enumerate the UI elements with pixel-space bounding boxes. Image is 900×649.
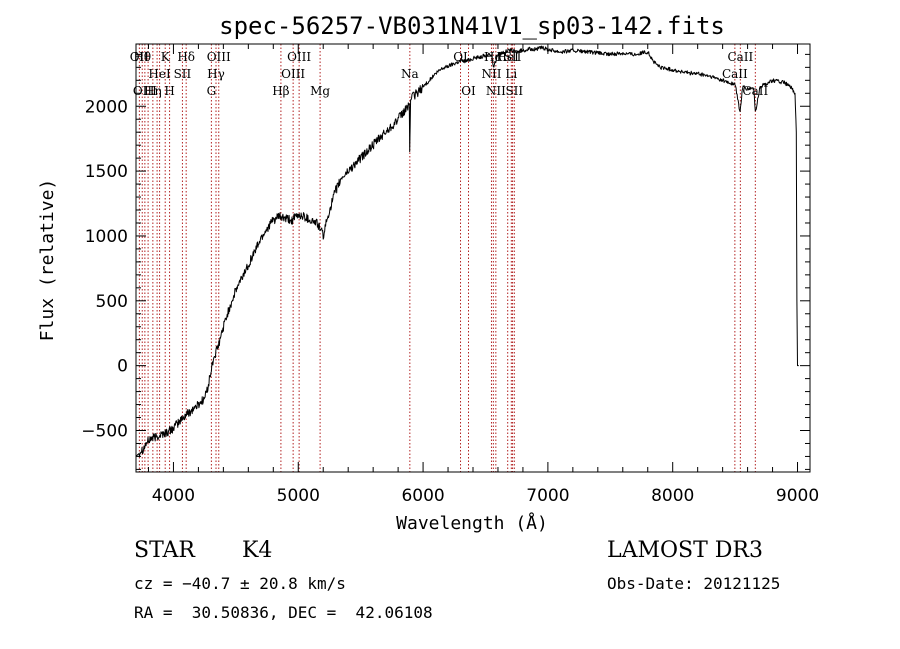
line-label-4-low: Hη [144,84,162,98]
x-axis-label: Wavelength (Å) [396,512,548,534]
x-tick-label-5: 9000 [776,486,819,506]
line-label-9-mid: SII [174,67,192,81]
line-label-10-top: Hδ [177,50,195,64]
line-label-7-top: K [161,50,171,64]
y-tick-label-1: 0 [117,357,128,377]
x-tick-label-4: 8000 [651,486,694,506]
x-tick-label-0: 4000 [152,486,195,506]
line-label-0-top: OII [130,50,150,64]
line-label-25-mid: Li [505,67,517,81]
y-axis-ticks: −500 0 500 1000 1500 2000 [81,53,810,470]
line-marker-labels: OIIHθOIIIHηHeIKHSIIHδGHγOIIIHβOIIIOIIIMg… [130,50,769,98]
spectrum-series [135,45,799,458]
object-subclass: K4 [242,538,273,563]
line-label-2-low: OIII [133,84,157,98]
coordinates: RA = 30.50836, DEC = 42.06108 [134,603,433,622]
y-tick-label-4: 1500 [85,162,128,182]
line-label-23-low: NII [486,84,506,98]
line-label-16-top: OIII [287,50,311,64]
chart-title: spec-56257-VB031N41V1_sp03-142.fits [219,12,725,40]
x-axis-ticks: 4000 5000 6000 7000 8000 9000 [147,44,819,506]
line-label-15-mid: OIII [281,67,305,81]
y-tick-label-5: 2000 [85,97,128,117]
y-axis-label: Flux (relative) [37,179,58,342]
x-tick-label-3: 7000 [526,486,569,506]
object-class: STAR [134,538,195,563]
obs-date: Obs-Date: 20121125 [607,574,781,593]
x-tick-label-2: 6000 [401,486,444,506]
line-label-8-low: H [164,84,174,98]
line-label-11-low: G [207,84,217,98]
line-label-27-low: SII [505,84,523,98]
line-markers [138,44,756,472]
y-tick-label-2: 500 [96,292,128,312]
y-tick-label-3: 1000 [85,227,128,247]
line-label-1-top: Hθ [133,50,151,64]
line-label-30-low: CaII [742,84,768,98]
line-label-17-low: Mg [310,84,330,98]
survey-name: LAMOST DR3 [607,538,763,563]
y-tick-label-0: −500 [81,421,128,441]
line-label-6-mid: HeI [148,67,171,81]
line-label-28-mid: CaII [722,67,748,81]
redshift-line: cz = −40.7 ± 20.8 km/s [134,574,346,593]
line-label-29-top: CaII [727,50,753,64]
line-label-18-mid: Na [401,67,419,81]
line-label-13-top: OIII [207,50,231,64]
line-label-21-mid: NII [481,67,501,81]
x-tick-label-1: 5000 [277,486,320,506]
spectrum-line [135,45,799,458]
line-label-14-low: Hβ [272,84,289,98]
line-label-12-mid: Hγ [207,67,225,81]
plot-frame [135,43,811,473]
line-label-20-low: OI [461,84,476,98]
